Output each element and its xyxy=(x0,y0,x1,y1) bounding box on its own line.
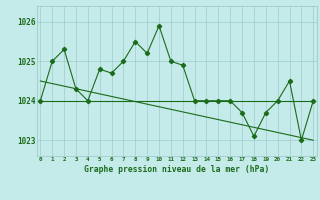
X-axis label: Graphe pression niveau de la mer (hPa): Graphe pression niveau de la mer (hPa) xyxy=(84,165,269,174)
